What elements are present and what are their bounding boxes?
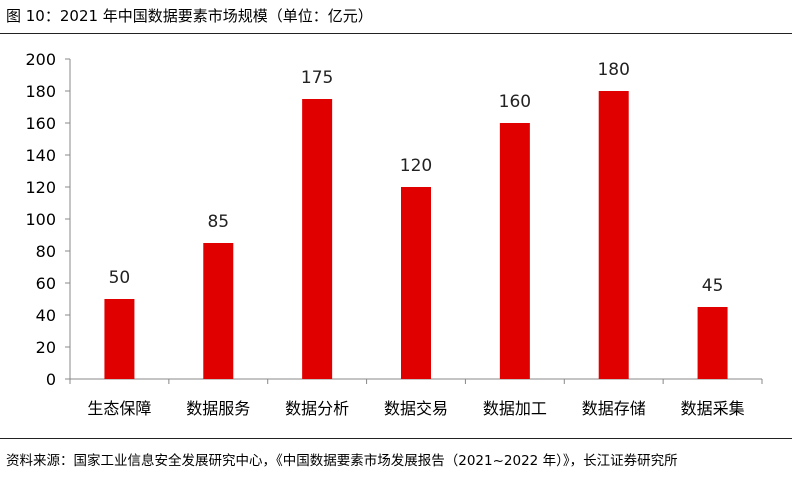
- y-tick-label: 40: [36, 306, 56, 325]
- bar-value-label: 175: [301, 68, 333, 88]
- y-tick-label: 120: [25, 178, 56, 197]
- y-tick-label: 0: [46, 370, 56, 389]
- title-divider: [0, 33, 792, 34]
- y-tick-label: 180: [25, 82, 56, 101]
- bar-value-label: 85: [207, 212, 229, 232]
- y-tick-label: 200: [25, 50, 56, 69]
- bar: [401, 187, 431, 379]
- bar: [203, 243, 234, 379]
- bar: [302, 99, 333, 379]
- x-category-label: 数据交易: [384, 399, 448, 418]
- y-tick-label: 20: [36, 338, 56, 357]
- x-category-label: 数据加工: [483, 399, 547, 418]
- source-divider: [0, 438, 792, 439]
- figure-title: 图 10：2021 年中国数据要素市场规模（单位：亿元）: [6, 7, 373, 25]
- bar: [499, 123, 530, 379]
- x-category-label: 数据存储: [582, 399, 646, 418]
- bar: [697, 307, 728, 379]
- bar: [598, 91, 629, 379]
- bar-value-label: 120: [400, 156, 432, 176]
- source-note: 资料来源：国家工业信息安全发展研究中心，《中国数据要素市场发展报告（2021~2…: [6, 453, 678, 469]
- x-category-label: 生态保障: [87, 399, 151, 418]
- x-category-label: 数据服务: [186, 399, 250, 418]
- y-tick-label: 60: [36, 274, 56, 293]
- y-tick-label: 140: [25, 146, 56, 165]
- x-category-label: 数据分析: [285, 399, 349, 418]
- bar-value-label: 50: [109, 268, 131, 288]
- y-tick-label: 160: [25, 114, 56, 133]
- bar-value-label: 180: [597, 60, 629, 80]
- y-tick-label: 100: [25, 210, 56, 229]
- bar-value-label: 45: [702, 276, 724, 296]
- x-category-label: 数据采集: [681, 399, 745, 418]
- bar-value-label: 160: [499, 92, 531, 112]
- bar: [104, 299, 135, 379]
- y-tick-label: 80: [36, 242, 56, 261]
